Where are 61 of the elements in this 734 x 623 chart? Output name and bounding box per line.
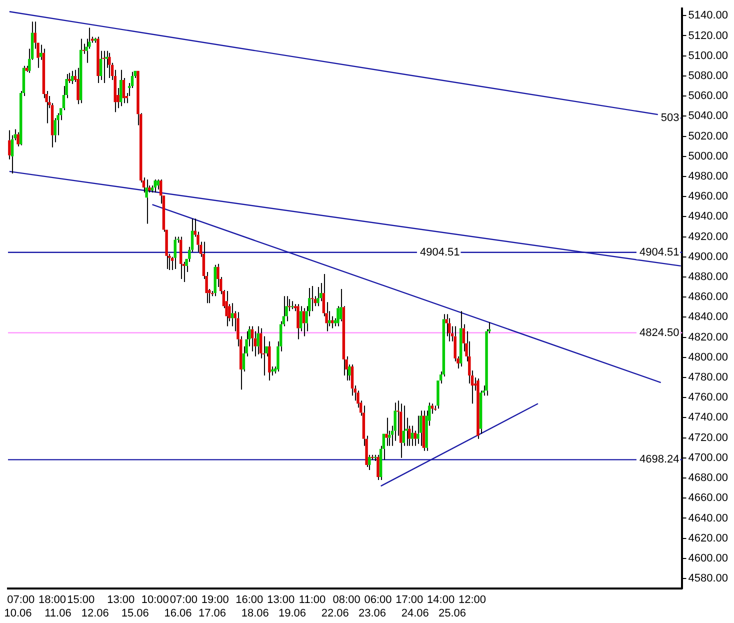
x-tick-label: 13:00: [267, 594, 295, 606]
x-tick-label: 13:00: [107, 594, 135, 606]
x-tick-label: 06:00: [364, 594, 392, 606]
x-tick-label: 16:00: [236, 594, 264, 606]
x-tick-label: 19:00: [201, 594, 229, 606]
y-tick-label: 4660.00: [688, 492, 728, 504]
x-tick-label: 16.06: [164, 607, 192, 620]
x-tick-label: 18.06: [241, 607, 269, 620]
x-tick-label: 12.06: [81, 607, 109, 620]
y-tick-label: 4740.00: [688, 412, 728, 424]
y-tick-label: 4580.00: [688, 572, 728, 585]
y-tick-label: 4840.00: [688, 311, 728, 324]
y-tick-label: 5120.00: [688, 30, 728, 42]
x-tick-label: 22.06: [321, 607, 349, 620]
x-tick-label: 10.06: [4, 607, 32, 620]
ref-line-label: 4824.50: [639, 326, 680, 339]
x-tick-label: 19.06: [278, 607, 306, 620]
y-tick-label: 5060.00: [688, 90, 728, 102]
y-tick-label: 4760.00: [688, 392, 728, 404]
y-tick-label: 4920.00: [688, 230, 728, 243]
y-tick-label: 4960.00: [688, 190, 728, 203]
x-tick-label: 14:00: [427, 594, 455, 606]
y-tick-label: 4860.00: [688, 291, 728, 304]
y-tick-label: 5100.00: [688, 50, 728, 62]
y-tick-label: 4900.00: [688, 250, 728, 263]
ref-line-label: 4904.51: [639, 246, 680, 258]
y-tick-label: 5000.00: [688, 150, 728, 162]
x-tick-label: 25.06: [438, 607, 466, 620]
x-tick-label: 07:00: [170, 594, 198, 606]
x-tick-label: 15:00: [67, 594, 95, 606]
y-tick-label: 4780.00: [688, 372, 728, 384]
x-tick-label: 08:00: [332, 594, 360, 606]
y-tick-label: 4680.00: [688, 472, 728, 484]
x-tick-label: 10:00: [141, 594, 169, 606]
y-tick-label: 4880.00: [688, 271, 728, 284]
x-tick-label: 24.06: [401, 607, 429, 620]
y-tick-label: 4720.00: [688, 432, 728, 444]
y-tick-label: 4600.00: [688, 552, 728, 564]
x-tick-label: 15.06: [121, 607, 149, 620]
x-tick-label: 07:00: [7, 594, 35, 606]
x-tick-label: 23.06: [358, 607, 386, 620]
y-tick-label: 4820.00: [688, 331, 728, 344]
y-tick-label: 5020.00: [688, 130, 728, 142]
x-tick-label: 11:00: [298, 594, 326, 606]
annotation: 503: [660, 112, 680, 124]
x-tick-label: 17:00: [396, 594, 424, 606]
y-tick-label: 4700.00: [688, 452, 728, 464]
annotation: 4904.51: [420, 246, 460, 258]
x-tick-label: 18:00: [38, 594, 66, 606]
y-tick-label: 4620.00: [688, 532, 728, 544]
x-tick-label: 11.06: [44, 607, 72, 620]
y-tick-label: 5080.00: [688, 70, 728, 82]
y-tick-label: 4800.00: [688, 351, 728, 364]
ref-line-label: 4698.24: [639, 454, 680, 466]
y-tick-label: 5140.00: [688, 10, 728, 22]
y-tick-label: 4980.00: [688, 170, 728, 182]
x-tick-label: 17.06: [198, 607, 226, 620]
y-tick-label: 4940.00: [688, 210, 728, 223]
y-tick-label: 5040.00: [688, 110, 728, 122]
y-tick-label: 4640.00: [688, 512, 728, 524]
x-tick-label: 12:00: [458, 594, 486, 606]
